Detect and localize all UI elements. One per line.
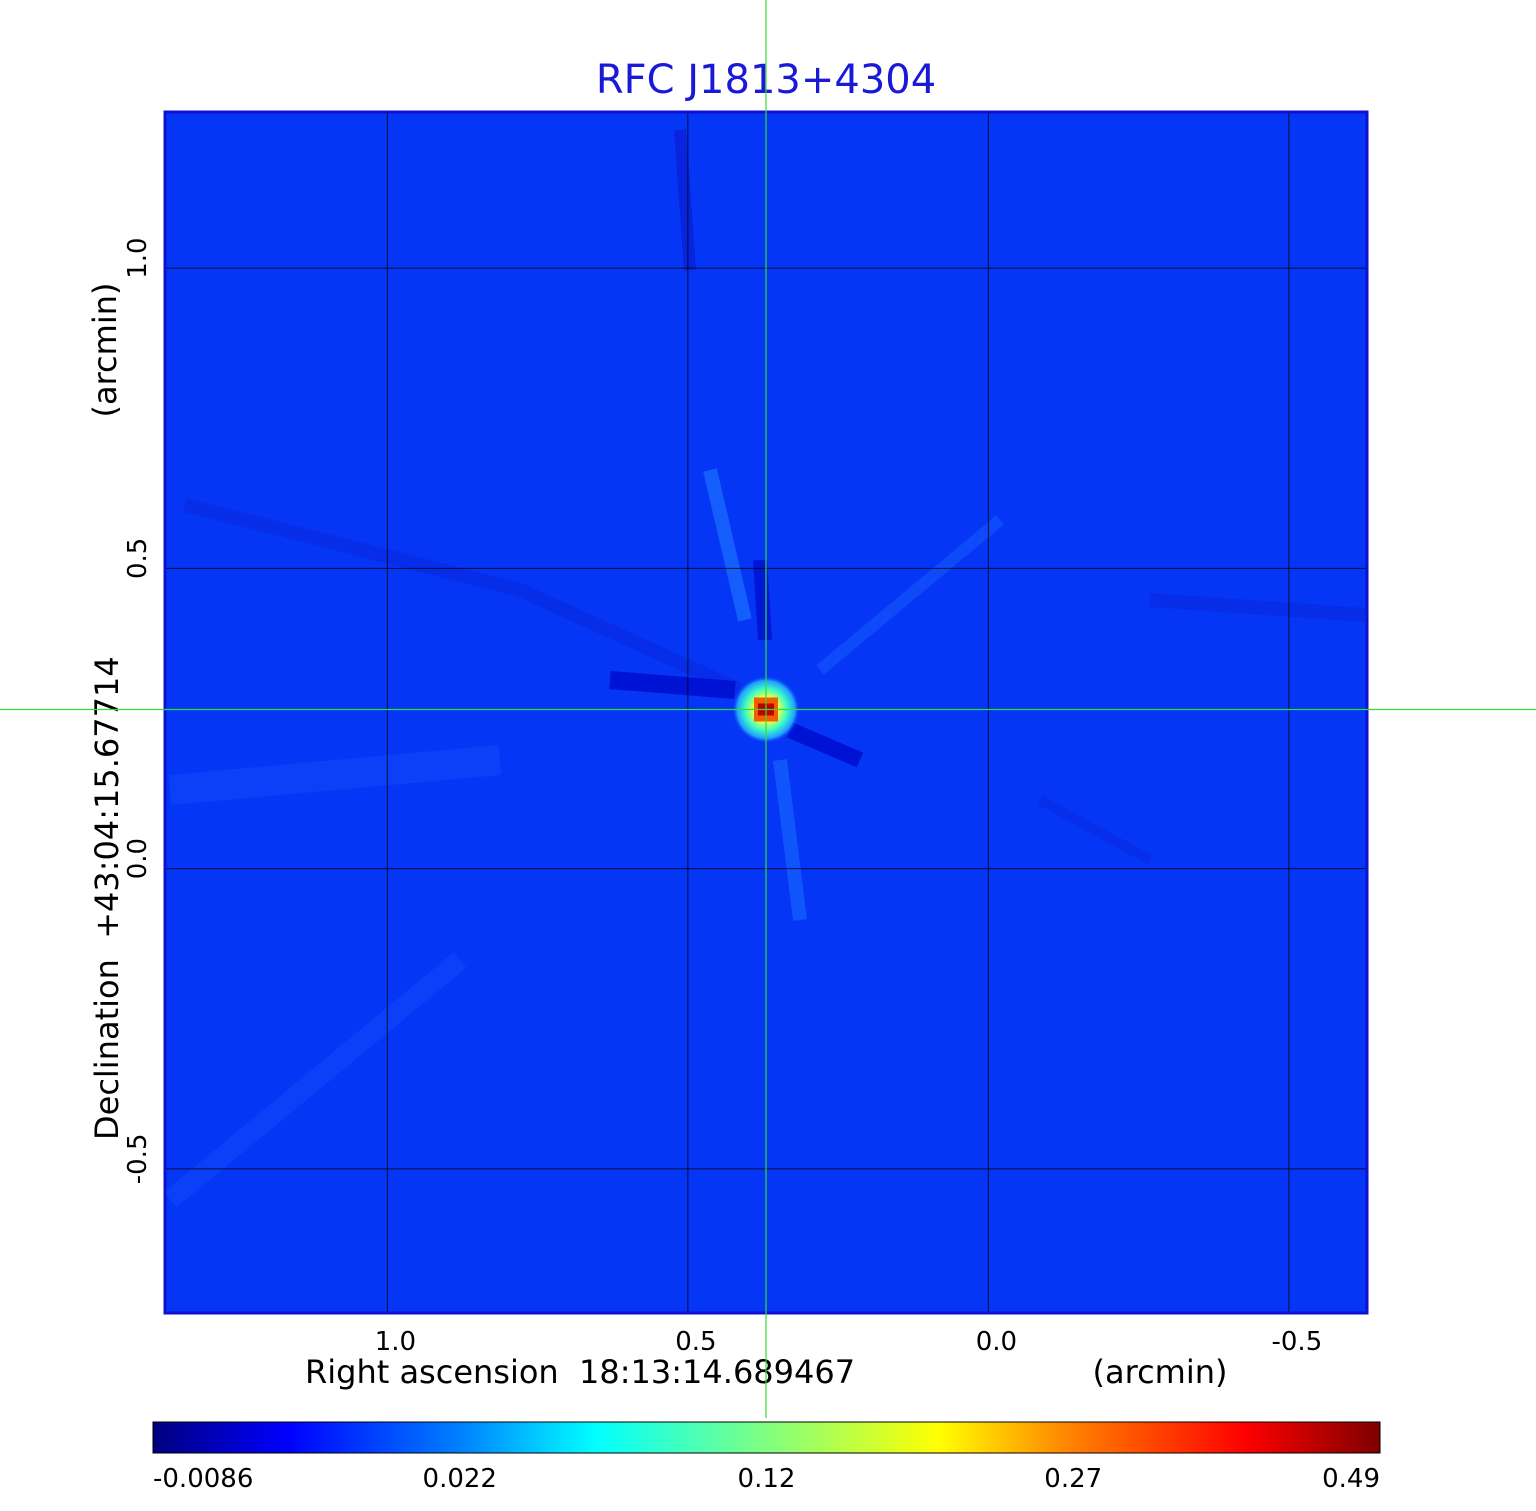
colorbar-tick-labels: -0.0086 0.022 0.12 0.27 0.49 xyxy=(153,1464,1380,1494)
colorbar-tick-label: 0.27 xyxy=(1044,1464,1102,1494)
x-axis-label: Right ascension 18:13:14.689467 xyxy=(305,1353,855,1391)
colorbar xyxy=(152,1421,1381,1454)
colorbar-tick-label: 0.022 xyxy=(423,1464,497,1494)
x-axis-unit: (arcmin) xyxy=(1093,1353,1228,1391)
crosshair xyxy=(0,0,1536,1418)
y-tick-label: 0.0 xyxy=(123,838,153,879)
x-tick-label: 1.0 xyxy=(375,1327,416,1357)
y-tick-label: 1.0 xyxy=(123,237,153,278)
x-tick-label: 0.5 xyxy=(675,1327,716,1357)
colorbar-tick-label: 0.49 xyxy=(1322,1464,1380,1494)
y-tick-label: -0.5 xyxy=(123,1134,153,1185)
colorbar-tick-label: 0.12 xyxy=(738,1464,796,1494)
y-tick-label: 0.5 xyxy=(123,538,153,579)
y-axis-label: Declination +43:04:15.67714 xyxy=(88,656,126,1140)
y-axis-unit: (arcmin) xyxy=(86,283,124,418)
x-tick-label: 0.0 xyxy=(976,1327,1017,1357)
x-tick-label: -0.5 xyxy=(1272,1327,1323,1357)
x-tick-labels: 1.0 0.5 0.0 -0.5 xyxy=(375,1327,1323,1357)
y-tick-labels: 1.0 0.5 0.0 -0.5 xyxy=(123,237,153,1184)
colorbar-tick-label: -0.0086 xyxy=(153,1464,253,1494)
